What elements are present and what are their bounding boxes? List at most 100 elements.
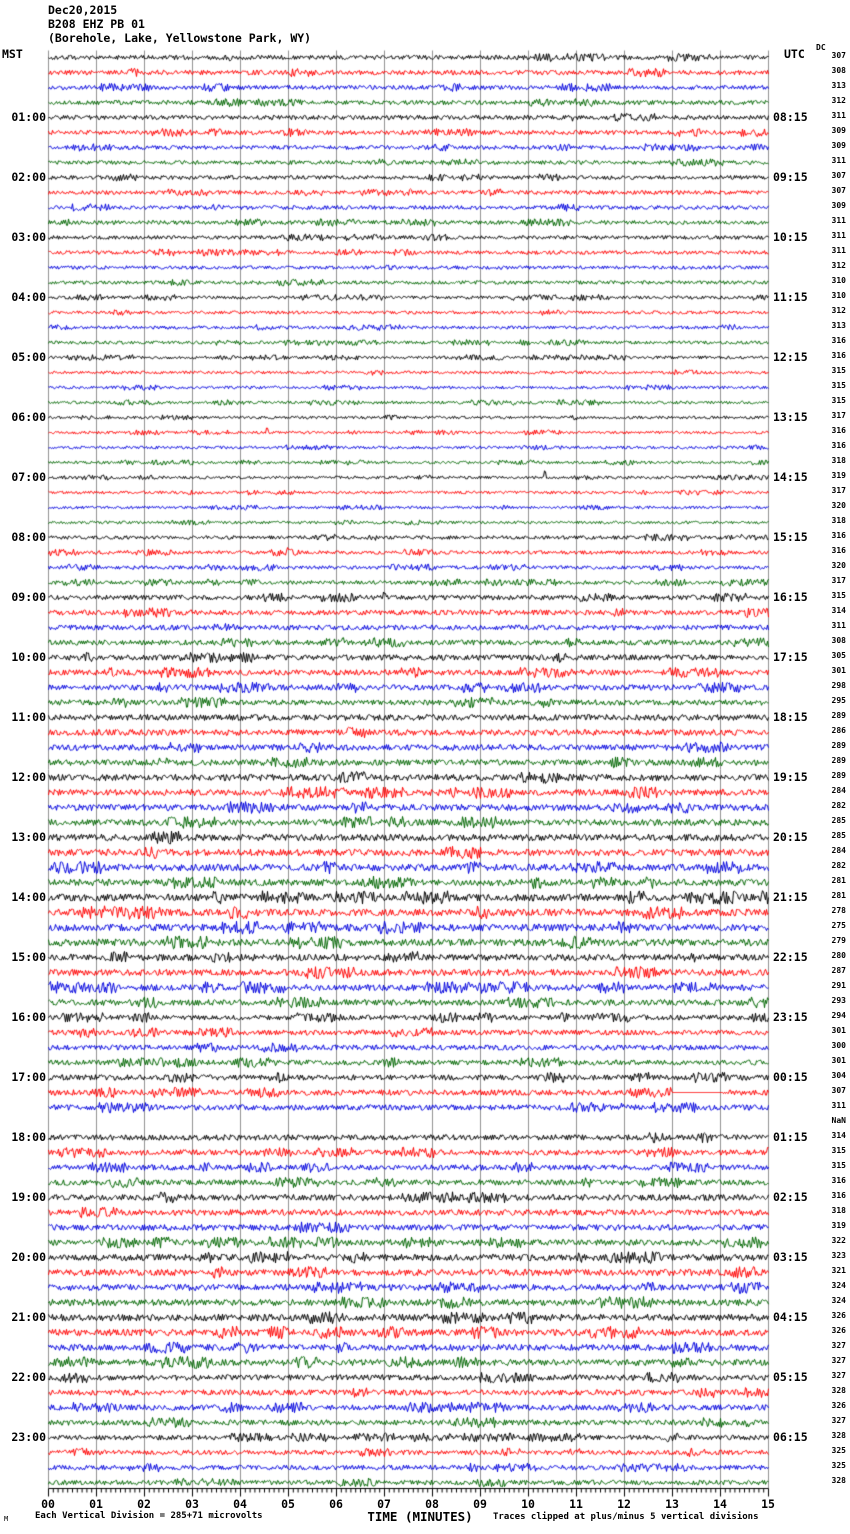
utc-time-label: 04:15 — [773, 1310, 808, 1324]
mst-time-label: 18:00 — [11, 1130, 46, 1144]
dc-offset-value: 323 — [831, 1251, 846, 1260]
dc-offset-value: 317 — [831, 486, 846, 495]
mst-time-label: 11:00 — [11, 710, 46, 724]
dc-offset-value: 327 — [831, 1341, 846, 1350]
dc-offset-value: 325 — [831, 1461, 846, 1470]
dc-offset-value: NaN — [831, 1116, 846, 1125]
x-tick-label: 04 — [233, 1497, 247, 1511]
dc-offset-value: 294 — [831, 1011, 846, 1020]
dc-offset-value: 320 — [831, 501, 846, 510]
dc-offset-value: 307 — [831, 51, 846, 60]
dc-offset-value: 316 — [831, 351, 846, 360]
dc-offset-value: 316 — [831, 1176, 846, 1185]
dc-offset-value: 315 — [831, 1161, 846, 1170]
x-tick-label: 01 — [89, 1497, 103, 1511]
dc-offset-value: 291 — [831, 981, 846, 990]
dc-offset-value: 311 — [831, 621, 846, 630]
dc-offset-value: 316 — [831, 531, 846, 540]
dc-offset-value: 307 — [831, 171, 846, 180]
mst-time-label: 07:00 — [11, 470, 46, 484]
utc-time-label: 00:15 — [773, 1070, 808, 1084]
dc-offset-value: 301 — [831, 1056, 846, 1065]
clip-note: Traces clipped at plus/minus 5 vertical … — [493, 1512, 759, 1522]
dc-offset-value: 313 — [831, 81, 846, 90]
mst-time-label: 03:00 — [11, 230, 46, 244]
dc-offset-value: 281 — [831, 891, 846, 900]
dc-offset-value: 317 — [831, 411, 846, 420]
x-tick-label: 11 — [569, 1497, 583, 1511]
dc-offset-value: 310 — [831, 291, 846, 300]
utc-time-label: 16:15 — [773, 590, 808, 604]
dc-offset-value: 315 — [831, 396, 846, 405]
x-tick-label: 02 — [137, 1497, 151, 1511]
dc-offset-value: 316 — [831, 426, 846, 435]
dc-offset-value: 324 — [831, 1296, 846, 1305]
dc-offset-value: 282 — [831, 801, 846, 810]
dc-offset-value: 328 — [831, 1431, 846, 1440]
x-tick-label: 15 — [761, 1497, 775, 1511]
station-title: B208 EHZ PB 01 — [48, 17, 145, 31]
dc-offset-value: 326 — [831, 1326, 846, 1335]
dc-offset-value: 309 — [831, 141, 846, 150]
utc-time-label: 13:15 — [773, 410, 808, 424]
utc-time-label: 20:15 — [773, 830, 808, 844]
mst-time-label: 16:00 — [11, 1010, 46, 1024]
utc-time-label: 09:15 — [773, 170, 808, 184]
mst-time-label: 04:00 — [11, 290, 46, 304]
mst-time-label: 01:00 — [11, 110, 46, 124]
dc-offset-value: 284 — [831, 786, 846, 795]
mst-time-label: 17:00 — [11, 1070, 46, 1084]
x-tick-label: 08 — [425, 1497, 439, 1511]
dc-offset-value: 328 — [831, 1386, 846, 1395]
dc-offset-value: 319 — [831, 1221, 846, 1230]
utc-time-label: 03:15 — [773, 1250, 808, 1264]
dc-offset-value: 311 — [831, 1101, 846, 1110]
mst-time-label: 14:00 — [11, 890, 46, 904]
x-tick-label: 06 — [329, 1497, 343, 1511]
x-axis-title: TIME (MINUTES) — [367, 1509, 473, 1524]
dc-offset-value: 314 — [831, 1131, 846, 1140]
dc-offset-value: 328 — [831, 1476, 846, 1485]
dc-offset-value: 315 — [831, 1146, 846, 1155]
utc-time-label: 08:15 — [773, 110, 808, 124]
dc-offset-value: 304 — [831, 1071, 846, 1080]
dc-offset-value: 307 — [831, 186, 846, 195]
utc-time-label: 17:15 — [773, 650, 808, 664]
dc-offset-value: 285 — [831, 816, 846, 825]
x-tick-label: 05 — [281, 1497, 295, 1511]
dc-offset-value: 284 — [831, 846, 846, 855]
dc-offset-value: 311 — [831, 111, 846, 120]
utc-time-label: 18:15 — [773, 710, 808, 724]
mst-time-label: 02:00 — [11, 170, 46, 184]
dc-offset-value: 326 — [831, 1401, 846, 1410]
mst-time-label: 20:00 — [11, 1250, 46, 1264]
dc-offset-value: 312 — [831, 261, 846, 270]
dc-offset-value: 322 — [831, 1236, 846, 1245]
utc-time-label: 06:15 — [773, 1430, 808, 1444]
mst-time-label: 13:00 — [11, 830, 46, 844]
dc-offset-value: 318 — [831, 516, 846, 525]
vertical-scale-note: Each Vertical Division = 285+71 microvol… — [35, 1511, 263, 1521]
dc-offset-value: 289 — [831, 711, 846, 720]
utc-time-label: 15:15 — [773, 530, 808, 544]
mst-time-label: 23:00 — [11, 1430, 46, 1444]
dc-offset-value: 316 — [831, 336, 846, 345]
utc-time-label: 21:15 — [773, 890, 808, 904]
dc-offset-value: 316 — [831, 546, 846, 555]
dc-offset-value: 301 — [831, 666, 846, 675]
dc-offset-value: 309 — [831, 201, 846, 210]
dc-offset-value: 319 — [831, 471, 846, 480]
dc-offset-value: 279 — [831, 936, 846, 945]
x-tick-label: 13 — [665, 1497, 679, 1511]
dc-offset-value: 311 — [831, 156, 846, 165]
utc-time-label: 02:15 — [773, 1190, 808, 1204]
dc-offset-value: 289 — [831, 771, 846, 780]
dc-offset-value: 309 — [831, 126, 846, 135]
dc-offset-value: 316 — [831, 1191, 846, 1200]
x-tick-label: 12 — [617, 1497, 631, 1511]
dc-offset-value: 315 — [831, 381, 846, 390]
mst-time-label: 15:00 — [11, 950, 46, 964]
dc-offset-value: 301 — [831, 1026, 846, 1035]
x-tick-label: 00 — [41, 1497, 55, 1511]
dc-offset-value: 314 — [831, 606, 846, 615]
